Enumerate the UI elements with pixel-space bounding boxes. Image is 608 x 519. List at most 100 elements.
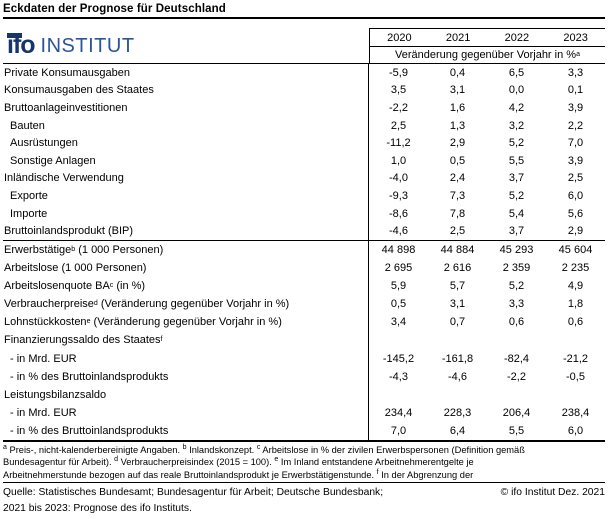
value-cell: 3,9 [567,101,584,114]
table-row: Leistungsbilanzsaldo [3,385,605,404]
footnotes: a Preis-, nicht-kalenderbereinigte Angab… [3,442,605,484]
header-data-columns: 2020 2021 2022 2023 Veränderung gegenübe… [369,28,605,63]
table-row: Bruttoanlageinvestitionen -2,2 1,6 4,2 3,9 [3,99,605,117]
value-cell: 0,5 [449,154,466,167]
row-label: Sonstige Anlagen [3,151,369,170]
value-cell: 1,6 [449,101,466,114]
value-cell: 1,0 [390,154,407,167]
value-cell [369,386,428,404]
value-cell: 3,1 [449,298,466,311]
table-row: Konsumausgaben des Staates 3,5 3,1 0,0 0,1 [3,81,605,100]
footnote-marker: f [376,468,379,476]
ifo-logo: ifo INSTITUT [3,28,369,63]
table-row: - in % des Bruttoinlandsprodukts 7,0 6,4 5,… [3,421,605,440]
value-cell: 5,5 [508,154,525,167]
table-row: Inländische Verwendung -4,0 2,4 3,7 2,5 [3,169,605,188]
row-label: - in % des Bruttoinlandsprodukts [3,367,369,386]
value-cell: -4,6 [389,225,408,238]
value-cell: -0,5 [566,370,585,383]
ifo-logo-institut-text: INSTITUT [40,34,135,57]
value-cell: 6,5 [508,66,525,79]
value-cell: 5,2 [508,280,525,293]
value-cell: 234,4 [384,406,413,419]
row-label: Lohnstückkosten e (Veränderung gegenüber … [3,313,369,332]
unit-header: Veränderung gegenüber Vorjahr in % a [395,49,580,61]
value-cell: 7,8 [449,207,466,220]
footnote-marker: e [274,456,279,464]
value-cell: 44 898 [381,243,416,256]
row-label: - in % des Bruttoinlandsprodukts [3,421,369,440]
table-row: Ausrüstungen -11,2 2,9 5,2 7,0 [3,134,605,152]
value-cell: -21,2 [562,352,589,365]
value-cell: 5,7 [449,280,466,293]
value-cell: 45 293 [499,243,534,256]
footnote-marker: c [256,443,261,451]
ifo-logo-wordmark: ifo [7,31,36,59]
value-cell: 228,3 [443,406,472,419]
value-cell: 6,0 [567,189,584,202]
value-cell [487,331,546,349]
value-cell: 2,5 [390,119,407,132]
value-cell: 4,2 [508,101,525,114]
value-cell: 1,8 [567,298,584,311]
row-label: Inländische Verwendung [3,169,369,188]
value-cell: 5,4 [508,207,525,220]
footnote-marker: a [3,443,7,451]
value-cell [428,331,487,349]
table-body: Private Konsumausgaben -5,9 0,4 6,5 3,3 Konsu… [3,64,605,442]
table-row: - in Mrd. EUR 234,4 228,3 206,4 238,4 [3,403,605,422]
table-row: Bauten 2,5 1,3 3,2 2,2 [3,116,605,135]
row-label: Verbraucherpreise d (Veränderung gegenübe… [3,295,369,314]
footnote-marker: b [182,443,187,451]
value-cell: 3,4 [390,316,407,329]
value-cell: 45 604 [558,243,593,256]
value-cell: 2,2 [567,119,584,132]
value-cell: 2 359 [502,262,531,275]
value-cell: -11,2 [386,137,411,150]
value-cell: 2,9 [567,225,584,238]
row-label: Bruttoinlandsprodukt (BIP) [3,222,369,240]
table-row: Sonstige Anlagen 1,0 0,5 5,5 3,9 [3,151,605,170]
value-cell: -8,6 [389,207,408,220]
year-column-header: 2020 [387,31,412,44]
table-row: Private Konsumausgaben -5,9 0,4 6,5 3,3 [3,64,605,82]
table-row: - in Mrd. EUR -145,2 -161,8 -82,4 -21,2 [3,349,605,368]
value-cell: 3,3 [508,298,525,311]
source-line-2: 2021 bis 2023: Prognose des ifo Institut… [3,503,192,515]
value-cell: -2,2 [389,101,408,114]
row-label: Ausrüstungen [3,134,369,152]
table-row: Lohnstückkosten e (Veränderung gegenüber … [3,313,605,332]
ifo-logo-bar [7,33,22,38]
row-label: Finanzierungssaldo des Staates f [3,331,369,350]
table-section-expenditure: Private Konsumausgaben -5,9 0,4 6,5 3,3 Konsu… [3,64,605,240]
row-label: Arbeitslose (1 000 Personen) [3,259,369,278]
value-cell: 3,3 [567,66,584,79]
value-cell: -145,2 [382,352,415,365]
table-row: - in % des Bruttoinlandsprodukts -4,3 -4,6… [3,367,605,386]
table-row: Arbeitslosenquote BA c (in %) 5,9 5,7 5,2 4,9 [3,277,605,296]
value-cell: 2 235 [561,262,590,275]
table-row: Importe -8,6 7,8 5,4 5,6 [3,204,605,223]
value-cell: 3,7 [508,172,525,185]
value-cell [546,331,605,349]
year-header-row: 2020 2021 2022 2023 [370,29,605,47]
value-cell: -2,2 [507,370,526,383]
value-cell [369,331,428,349]
value-cell: 3,2 [508,119,525,132]
table-row: Finanzierungssaldo des Staates f [3,331,605,350]
footnote-line: Bundesagentur für Arbeit). d Verbraucher… [3,456,474,468]
table-section-labour-prices: Erwerbstätige b (1 000 Personen) 44 898 44 … [3,239,605,440]
row-label: Erwerbstätige b (1 000 Personen) [3,240,369,260]
year-column-header: 2022 [504,31,530,44]
footnote-line: a Preis-, nicht-kalenderbereinigte Angab… [3,443,525,455]
value-cell [546,386,605,404]
year-column-header: 2023 [563,31,588,44]
value-cell: 2 695 [384,262,413,275]
row-label: Arbeitslosenquote BA c (in %) [3,277,369,296]
value-cell: -9,3 [389,189,408,202]
value-cell: 1,3 [449,119,466,132]
value-cell: 3,9 [567,154,584,167]
table-row: Arbeitslose (1 000 Personen) 2 695 2 616 2 … [3,259,605,278]
row-label: Bauten [3,116,369,135]
